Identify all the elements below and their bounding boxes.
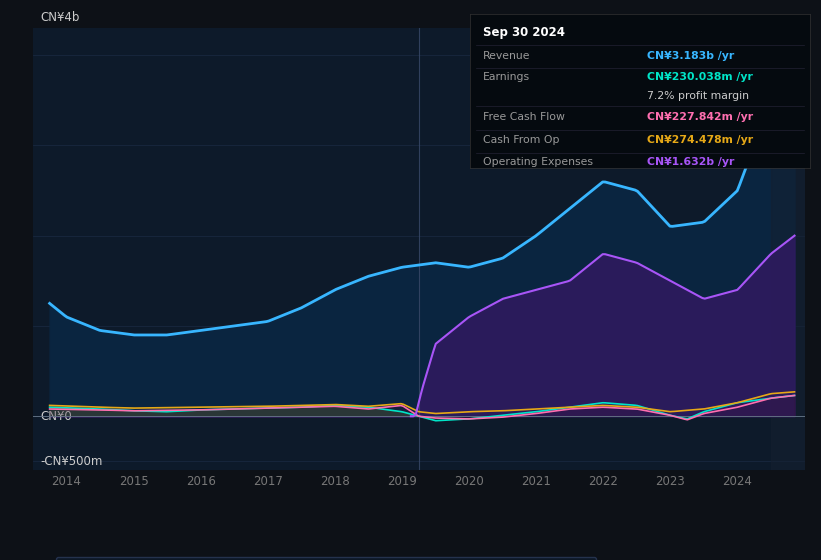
Text: Free Cash Flow: Free Cash Flow [484, 112, 565, 122]
Text: Revenue: Revenue [484, 50, 530, 60]
Text: Earnings: Earnings [484, 72, 530, 82]
Text: CN¥0: CN¥0 [40, 410, 72, 423]
Text: CN¥4b: CN¥4b [40, 11, 80, 24]
Text: Cash From Op: Cash From Op [484, 136, 560, 145]
Text: CN¥230.038m /yr: CN¥230.038m /yr [647, 72, 753, 82]
Text: -CN¥500m: -CN¥500m [40, 455, 103, 468]
Legend: Revenue, Earnings, Free Cash Flow, Cash From Op, Operating Expenses: Revenue, Earnings, Free Cash Flow, Cash … [56, 557, 596, 560]
Text: 7.2% profit margin: 7.2% profit margin [647, 91, 749, 101]
Text: CN¥1.632b /yr: CN¥1.632b /yr [647, 157, 734, 167]
Text: Operating Expenses: Operating Expenses [484, 157, 594, 167]
Bar [771, 28, 805, 470]
Text: CN¥3.183b /yr: CN¥3.183b /yr [647, 50, 734, 60]
Text: CN¥227.842m /yr: CN¥227.842m /yr [647, 112, 753, 122]
Text: Sep 30 2024: Sep 30 2024 [484, 26, 565, 39]
Text: CN¥274.478m /yr: CN¥274.478m /yr [647, 136, 753, 145]
